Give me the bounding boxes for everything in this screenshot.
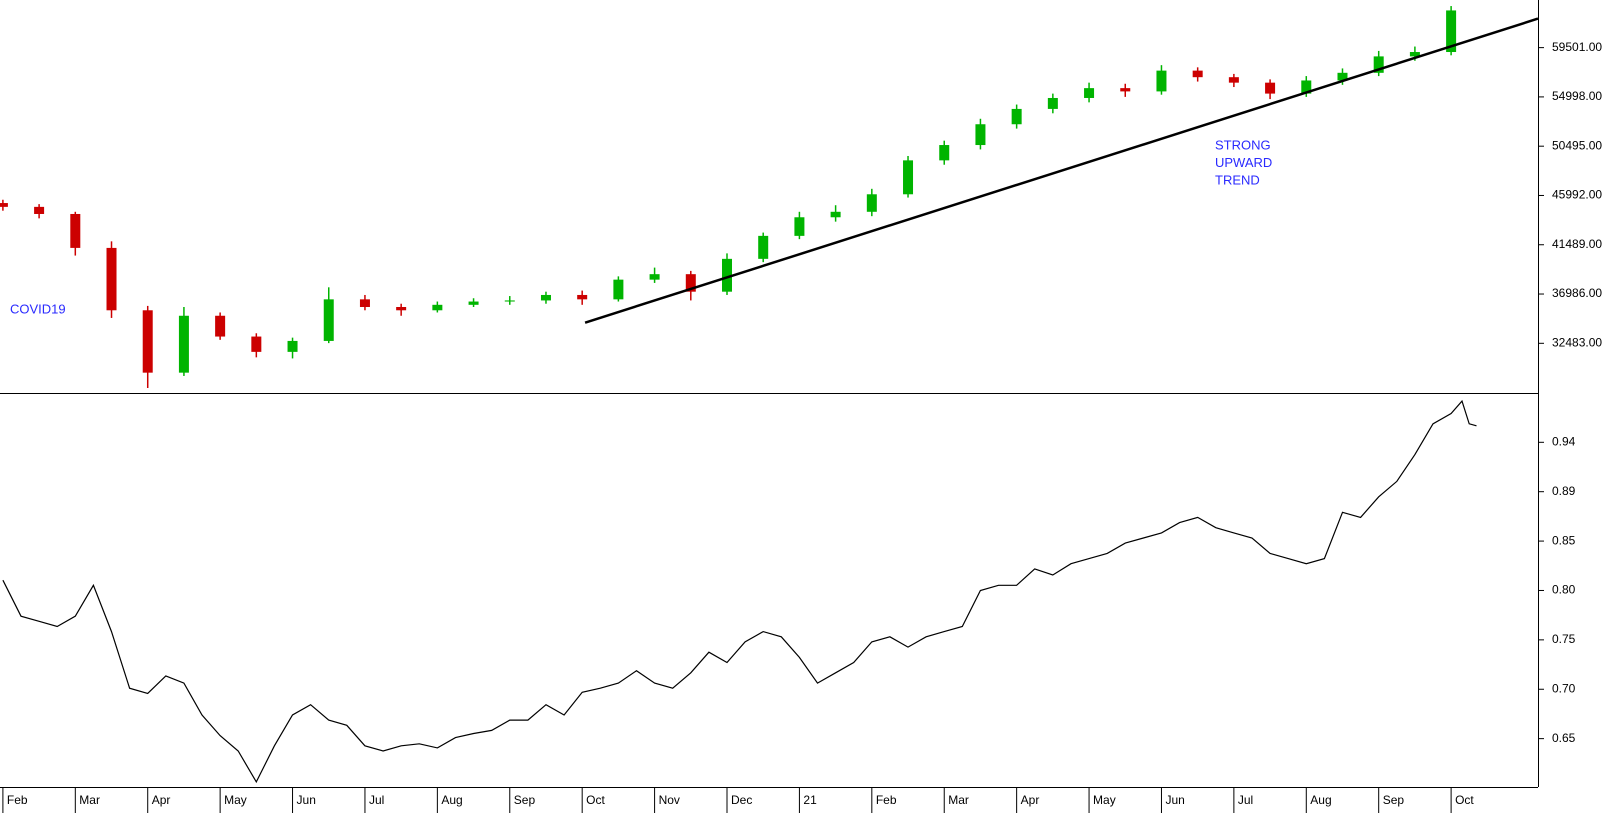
- y-tick-label: 0.89: [1552, 484, 1576, 498]
- candle-body: [1228, 77, 1239, 83]
- y-tick-label: 0.75: [1552, 632, 1576, 646]
- candle-body: [287, 340, 298, 352]
- candle-body: [866, 194, 877, 212]
- candle-body: [1301, 80, 1312, 94]
- y-tick-label: 36986.00: [1552, 286, 1602, 300]
- candle-body: [540, 294, 551, 301]
- candle-body: [1446, 10, 1457, 53]
- candle-body: [0, 203, 8, 207]
- candle-body: [1047, 97, 1058, 109]
- x-tick-label: Feb: [876, 793, 897, 807]
- annotation: COVID19: [10, 301, 66, 316]
- trendline: [584, 17, 1539, 324]
- candle-body: [468, 301, 479, 305]
- x-tick-label: Jun: [297, 793, 316, 807]
- line-series: [2, 399, 1477, 784]
- candle-body: [939, 145, 950, 161]
- candle-body: [722, 258, 733, 292]
- y-tick-label: 0.70: [1552, 681, 1576, 695]
- candle-body: [1409, 52, 1420, 57]
- x-tick-label: Apr: [152, 793, 171, 807]
- candle-body: [432, 304, 443, 311]
- candle-body: [1265, 82, 1276, 94]
- candle-body: [359, 299, 370, 308]
- y-tick-label: 0.85: [1552, 533, 1576, 547]
- candle-body: [142, 310, 153, 373]
- candle-body: [396, 307, 407, 311]
- candle-body: [106, 247, 117, 311]
- candle-body: [903, 160, 914, 195]
- candle-body: [178, 315, 189, 373]
- y-tick-label: 54998.00: [1552, 89, 1602, 103]
- annotation: UPWARD: [1215, 155, 1272, 170]
- x-tick-label: Feb: [7, 793, 28, 807]
- candle-body: [323, 299, 334, 341]
- y-tick-label: 59501.00: [1552, 40, 1602, 54]
- candle-body: [70, 213, 81, 248]
- candle-body: [1084, 88, 1095, 98]
- candle-body: [215, 315, 226, 337]
- x-tick-label: Jul: [369, 793, 384, 807]
- candle-body: [1156, 70, 1167, 92]
- x-tick-label: Oct: [1455, 793, 1474, 807]
- annotation: STRONG: [1215, 137, 1271, 152]
- candle-body: [1373, 56, 1384, 73]
- candle-body: [649, 274, 660, 280]
- candle-body: [1011, 108, 1022, 125]
- x-tick-label: Sep: [1383, 793, 1405, 807]
- y-tick-label: 50495.00: [1552, 138, 1602, 152]
- y-tick-label: 41489.00: [1552, 237, 1602, 251]
- candle-body: [251, 336, 262, 352]
- x-tick-label: Oct: [586, 793, 605, 807]
- candle-body: [1192, 70, 1203, 78]
- candle-body: [577, 294, 588, 300]
- annotation: TREND: [1215, 172, 1260, 187]
- y-tick-label: 0.94: [1552, 434, 1576, 448]
- y-tick-label: 32483.00: [1552, 335, 1602, 349]
- x-tick-label: Mar: [948, 793, 969, 807]
- candle-body: [685, 274, 696, 292]
- y-tick-label: 0.65: [1552, 731, 1576, 745]
- y-tick-label: 45992.00: [1552, 188, 1602, 202]
- candle-body: [613, 279, 624, 300]
- x-tick-label: Aug: [441, 793, 462, 807]
- x-tick-label: Nov: [659, 793, 680, 807]
- y-tick-label: 0.80: [1552, 583, 1576, 597]
- candle-body: [975, 124, 986, 146]
- x-tick-label: Aug: [1310, 793, 1331, 807]
- x-tick-label: May: [1093, 793, 1116, 807]
- candle-body: [504, 300, 515, 302]
- x-tick-label: Dec: [731, 793, 752, 807]
- x-tick-label: May: [224, 793, 247, 807]
- candle-body: [34, 206, 45, 214]
- candle-body: [758, 235, 769, 259]
- x-tick-label: Apr: [1021, 793, 1040, 807]
- candle-body: [1337, 72, 1348, 81]
- candle-body: [794, 217, 805, 236]
- candle-body: [1120, 88, 1131, 92]
- x-tick-label: 21: [803, 793, 817, 807]
- candle-body: [830, 211, 841, 218]
- x-tick-label: Jul: [1238, 793, 1253, 807]
- x-tick-label: Sep: [514, 793, 536, 807]
- x-tick-label: Jun: [1165, 793, 1184, 807]
- x-tick-label: Mar: [79, 793, 100, 807]
